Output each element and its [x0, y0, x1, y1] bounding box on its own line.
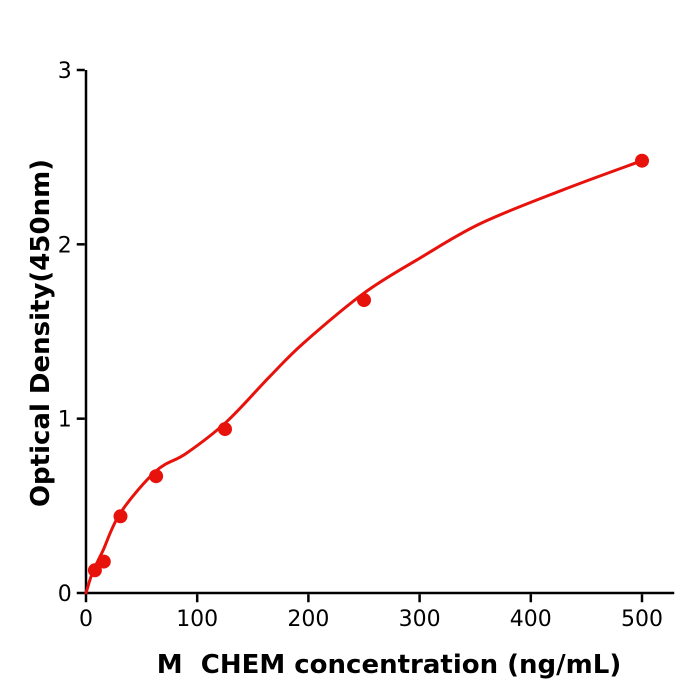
data-point	[96, 554, 111, 569]
y-tick-label-1: 1	[58, 408, 72, 433]
data-point	[218, 422, 232, 437]
y-tick-label-2: 2	[58, 233, 72, 258]
data-point	[357, 293, 371, 308]
y-tick-label-3: 3	[58, 59, 72, 84]
x-tick-label-200: 200	[287, 607, 329, 632]
data-point	[635, 153, 649, 168]
data-point	[113, 509, 128, 524]
x-axis-label: M CHEM concentration (ng/mL)	[156, 650, 622, 680]
data-point	[87, 563, 102, 578]
x-tick-label-100: 100	[176, 607, 218, 632]
x-tick-label-400: 400	[510, 607, 552, 632]
x-tick-label-500: 500	[621, 607, 663, 632]
fitted-curve-line	[84, 159, 644, 595]
x-tick-label-300: 300	[399, 607, 441, 632]
y-axis-label: Optical Density(450nm)	[26, 158, 56, 508]
data-point	[149, 469, 164, 484]
y-tick-label-0: 0	[58, 582, 72, 607]
x-tick-label-0: 0	[79, 607, 93, 632]
